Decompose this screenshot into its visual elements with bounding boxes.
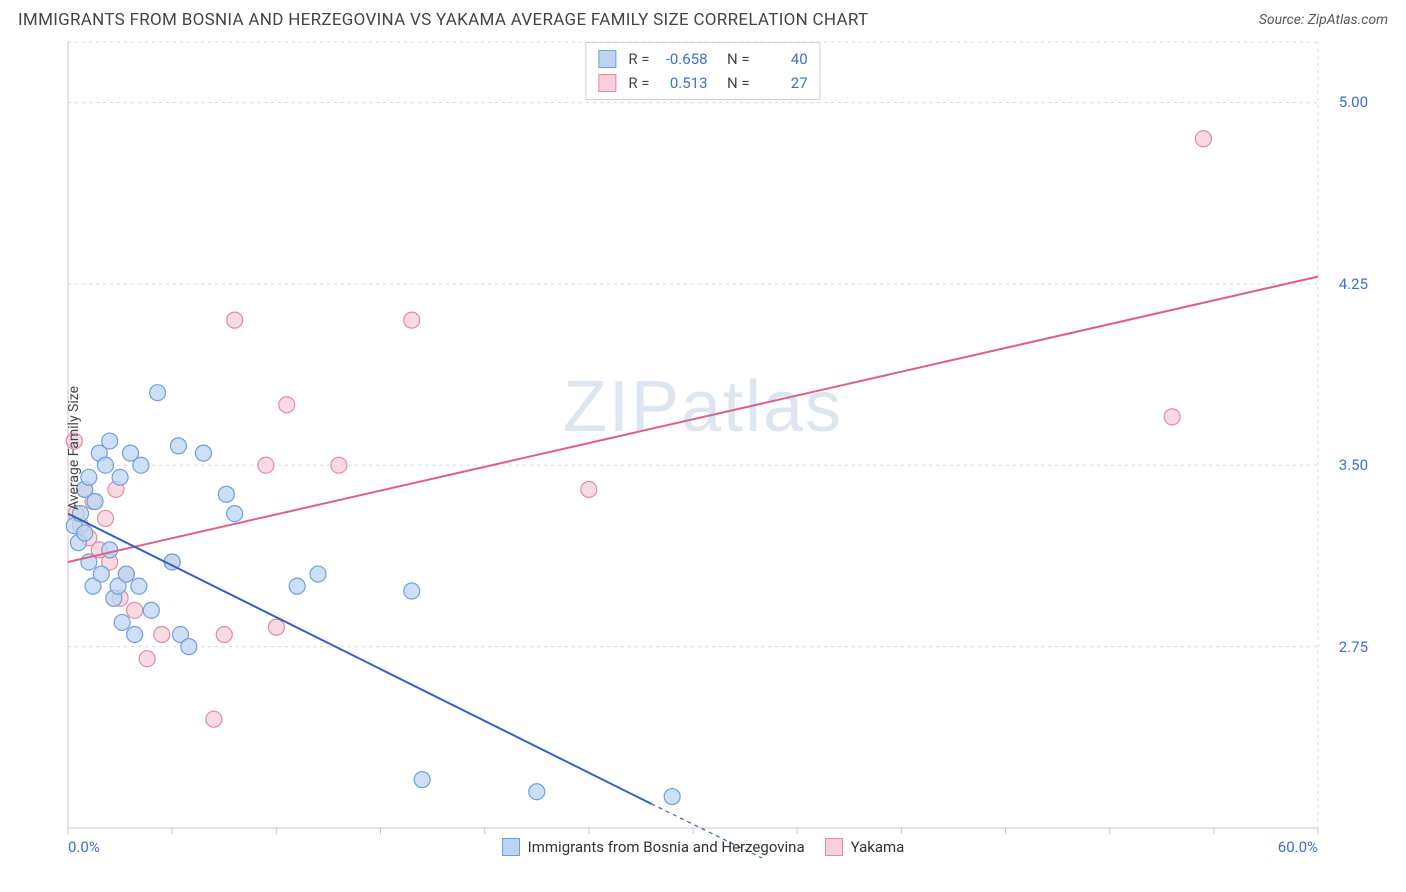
- scatter-plot-svg: [18, 38, 1388, 858]
- legend-item-bosnia: Immigrants from Bosnia and Herzegovina: [502, 838, 805, 856]
- source-attribution: Source: ZipAtlas.com: [1259, 12, 1388, 28]
- swatch-yakama: [598, 74, 616, 92]
- y-tick-label: 4.25: [1339, 275, 1368, 293]
- legend-row-bosnia: R = -0.658 N = 40: [598, 47, 807, 71]
- y-tick-label: 2.75: [1339, 638, 1368, 656]
- chart-title: IMMIGRANTS FROM BOSNIA AND HERZEGOVINA V…: [18, 10, 868, 30]
- swatch-bosnia: [598, 50, 616, 68]
- y-tick-label: 5.00: [1339, 93, 1368, 111]
- legend-item-yakama: Yakama: [825, 838, 905, 856]
- y-axis-label: Average Family Size: [66, 386, 82, 510]
- y-tick-label: 3.50: [1339, 456, 1368, 474]
- swatch-bosnia-icon: [502, 838, 520, 856]
- legend-row-yakama: R = 0.513 N = 27: [598, 71, 807, 95]
- correlation-legend: R = -0.658 N = 40 R = 0.513 N = 27: [585, 42, 820, 100]
- chart-container: Average Family Size ZIPatlas R = -0.658 …: [18, 38, 1388, 858]
- series-legend: Immigrants from Bosnia and Herzegovina Y…: [18, 838, 1388, 856]
- swatch-yakama-icon: [825, 838, 843, 856]
